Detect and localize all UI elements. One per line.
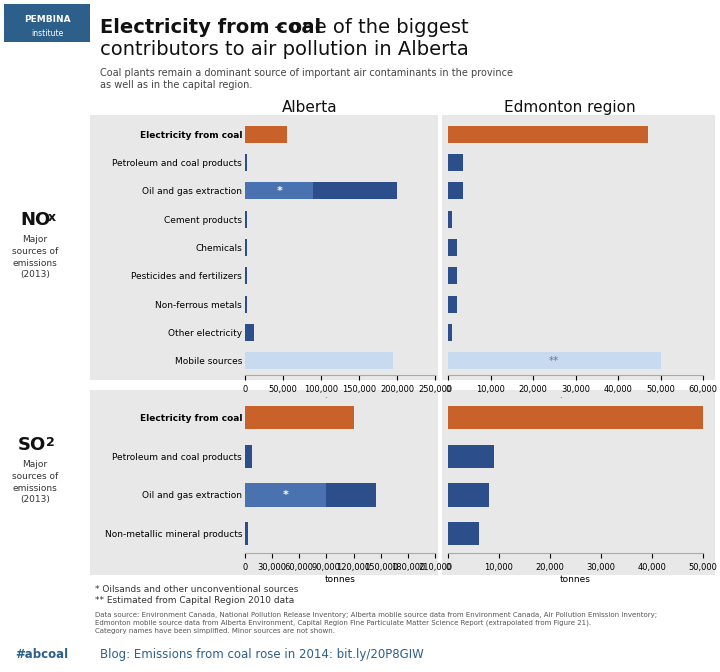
FancyBboxPatch shape — [90, 390, 715, 575]
Text: Major
sources of
emissions
(2013): Major sources of emissions (2013) — [12, 235, 58, 280]
Bar — [448, 483, 489, 507]
Bar — [245, 296, 246, 312]
Text: **: ** — [549, 356, 559, 366]
Text: Blog: Emissions from coal rose in 2014: bit.ly/20P8GIW: Blog: Emissions from coal rose in 2014: … — [100, 648, 424, 661]
Bar — [448, 267, 456, 284]
X-axis label: tonnes: tonnes — [325, 575, 356, 583]
Text: * Oilsands and other unconventional sources: * Oilsands and other unconventional sour… — [95, 585, 298, 594]
Bar — [448, 126, 648, 142]
Bar — [245, 239, 247, 256]
Bar — [245, 352, 393, 370]
Bar — [448, 182, 463, 200]
Text: – one of the biggest: – one of the biggest — [268, 18, 469, 37]
Text: Alberta: Alberta — [282, 100, 338, 115]
X-axis label: tonnes: tonnes — [325, 396, 356, 405]
Text: *: * — [283, 490, 289, 500]
X-axis label: tonnes: tonnes — [560, 575, 591, 583]
Text: institute: institute — [31, 28, 63, 38]
Text: SO: SO — [18, 436, 46, 454]
Text: ** Estimated from Capital Region 2010 data: ** Estimated from Capital Region 2010 da… — [95, 596, 294, 605]
Bar — [245, 406, 354, 429]
Bar — [448, 154, 463, 171]
Text: contributors to air pollution in Alberta: contributors to air pollution in Alberta — [100, 40, 469, 59]
Bar — [448, 522, 479, 545]
Bar — [245, 444, 252, 468]
Text: 2: 2 — [46, 436, 55, 449]
Text: Coal plants remain a dominant source of important air contaminants in the provin: Coal plants remain a dominant source of … — [100, 68, 513, 78]
Bar — [245, 267, 247, 284]
Bar — [245, 210, 247, 228]
Bar — [245, 126, 287, 142]
Bar — [245, 483, 326, 507]
Text: Electricity from coal: Electricity from coal — [100, 18, 321, 37]
Text: as well as in the capital region.: as well as in the capital region. — [100, 80, 253, 90]
Bar — [245, 324, 254, 341]
Bar — [448, 444, 494, 468]
Text: Major
sources of
emissions
(2013): Major sources of emissions (2013) — [12, 460, 58, 505]
Bar — [448, 352, 660, 370]
Bar — [245, 182, 313, 200]
Text: *: * — [276, 186, 282, 196]
Bar — [448, 324, 452, 341]
Text: Category names have been simplified. Minor sources are not shown.: Category names have been simplified. Min… — [95, 628, 335, 634]
Bar — [448, 296, 456, 312]
Bar — [448, 239, 456, 256]
Bar — [326, 483, 376, 507]
Bar — [245, 154, 247, 171]
Bar — [245, 522, 248, 545]
X-axis label: tonnes: tonnes — [560, 396, 591, 405]
FancyBboxPatch shape — [90, 115, 715, 380]
Bar — [448, 406, 703, 429]
FancyBboxPatch shape — [4, 4, 90, 42]
Text: x: x — [48, 211, 56, 224]
Bar — [313, 182, 397, 200]
Text: PEMBINA: PEMBINA — [24, 15, 71, 24]
Bar — [448, 210, 452, 228]
Text: Data source: Environment Canada, National Pollution Release Inventory; Alberta m: Data source: Environment Canada, Nationa… — [95, 612, 657, 618]
Text: #abcoal: #abcoal — [15, 648, 68, 661]
Text: Edmonton region: Edmonton region — [504, 100, 636, 115]
Text: Edmonton mobile source data from Alberta Environment, Capital Region Fine Partic: Edmonton mobile source data from Alberta… — [95, 620, 591, 626]
Text: NO: NO — [20, 211, 50, 229]
